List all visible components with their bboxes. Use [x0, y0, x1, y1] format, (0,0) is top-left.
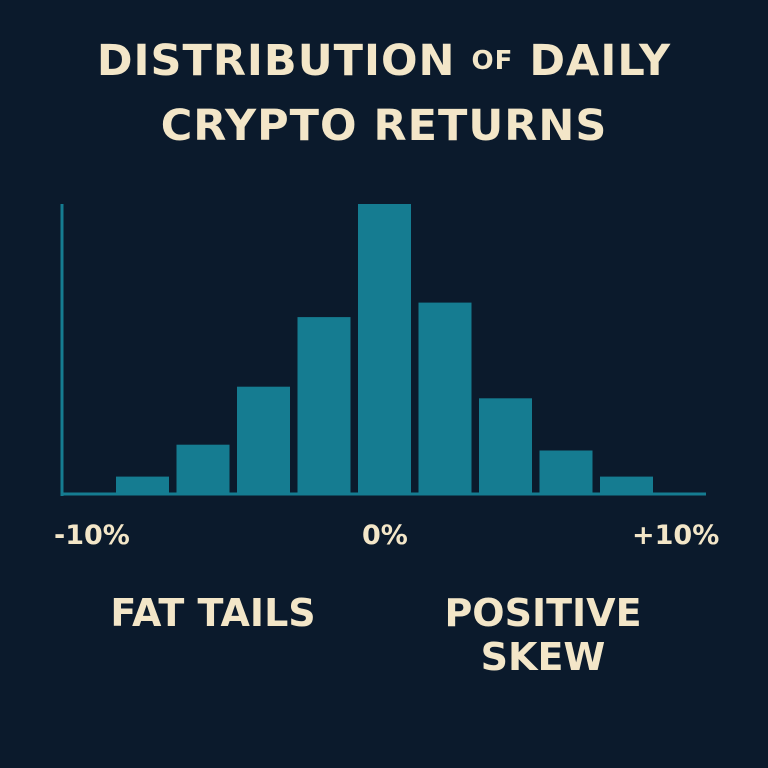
histogram-bar-9	[600, 476, 653, 494]
histogram-bars	[116, 204, 653, 494]
x-tick-label-minus-10: -10%	[54, 520, 130, 551]
histogram-bar-3	[237, 386, 290, 494]
x-tick-label-plus-10: +10%	[632, 520, 720, 551]
annotation-fat-tails: FAT TAILS	[110, 591, 316, 635]
histogram-bar-8	[539, 450, 593, 494]
title-word-distribution: DISTRIBUTION	[96, 36, 456, 86]
histogram-bar-4	[297, 317, 351, 494]
chart-title-line-2: CRYPTO RETURNS	[160, 101, 608, 151]
x-tick-label-0: 0%	[362, 520, 408, 551]
histogram-bar-1	[116, 476, 169, 494]
chart-title-line-1: DISTRIBUTION OF DAILY	[0, 40, 768, 83]
histogram-bar-5	[358, 204, 411, 494]
title-word-daily: DAILY	[529, 36, 672, 86]
histogram-bar-2	[176, 444, 230, 494]
histogram-bar-7	[479, 398, 532, 494]
histogram-bar-6	[418, 302, 472, 494]
annotation-positive-skew-line-2: SKEW	[480, 634, 606, 679]
annotation-positive-skew-line-1: POSITIVE	[444, 591, 642, 635]
title-word-of: OF	[471, 46, 514, 76]
annotation-positive-skew: POSITIVE SKEW	[428, 591, 658, 679]
